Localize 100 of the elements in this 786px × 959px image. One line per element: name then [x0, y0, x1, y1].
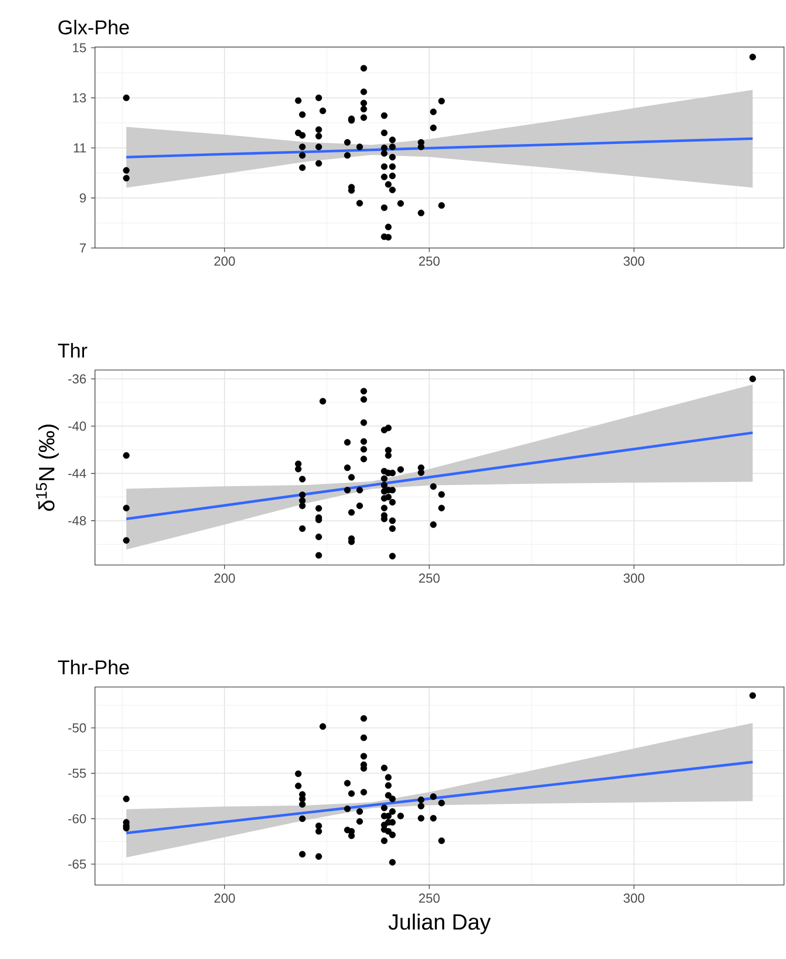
- point: [438, 98, 445, 104]
- point: [356, 502, 363, 510]
- point: [385, 224, 392, 230]
- point: [123, 504, 130, 512]
- point: [438, 202, 445, 209]
- point: [438, 491, 445, 498]
- y-tick-label: -48: [68, 516, 86, 526]
- point: [389, 819, 396, 826]
- point: [380, 837, 388, 844]
- point: [389, 154, 396, 160]
- point: [299, 850, 306, 858]
- point: [299, 164, 306, 171]
- point: [315, 534, 322, 540]
- point: [380, 764, 388, 772]
- point: [294, 770, 302, 778]
- y-tick-label: 7: [80, 244, 86, 252]
- point: [430, 521, 437, 528]
- point: [389, 186, 396, 194]
- point: [356, 486, 363, 494]
- point: [360, 419, 368, 426]
- point: [299, 111, 306, 118]
- point: [299, 132, 306, 139]
- point: [123, 796, 130, 802]
- point: [385, 424, 392, 432]
- point: [360, 100, 368, 106]
- x-tick-label: 200: [214, 256, 235, 266]
- point: [385, 812, 392, 820]
- y-tick-label: -60: [68, 814, 86, 824]
- point: [356, 818, 363, 825]
- point: [389, 552, 396, 560]
- point: [299, 476, 306, 482]
- y-tick-label: 13: [72, 93, 86, 102]
- point: [356, 200, 363, 206]
- x-tick-label: 300: [624, 574, 644, 583]
- point: [315, 853, 322, 860]
- point: [348, 790, 355, 797]
- point: [418, 796, 424, 804]
- point: [430, 124, 437, 132]
- point: [315, 126, 322, 133]
- point: [356, 808, 363, 815]
- point: [344, 806, 351, 812]
- point: [385, 782, 392, 789]
- x-tick-label: 250: [419, 894, 440, 903]
- point: [397, 812, 404, 820]
- point: [438, 800, 445, 806]
- point: [418, 802, 424, 810]
- point: [360, 752, 368, 760]
- x-tick-label: 250: [419, 574, 440, 583]
- point: [315, 144, 322, 150]
- point: [389, 859, 396, 866]
- point: [380, 150, 388, 157]
- point: [360, 88, 368, 96]
- point: [380, 475, 388, 482]
- point: [348, 474, 355, 481]
- point: [389, 796, 396, 802]
- x-tick-label: 200: [214, 894, 235, 903]
- point: [320, 723, 326, 730]
- point: [360, 114, 368, 121]
- point: [430, 793, 437, 800]
- y-tick-label: -44: [68, 468, 86, 478]
- point: [356, 144, 363, 150]
- point: [294, 97, 302, 104]
- point: [123, 174, 130, 182]
- point: [430, 814, 437, 822]
- point: [418, 210, 424, 216]
- point: [385, 234, 392, 241]
- point: [344, 439, 351, 446]
- line-series: [125, 431, 754, 520]
- point: [360, 788, 368, 796]
- point: [315, 132, 322, 140]
- point: [360, 456, 368, 462]
- point: [389, 832, 396, 838]
- point: [294, 466, 302, 472]
- y-tick-label: -40: [68, 422, 86, 431]
- y-tick-label: -50: [68, 723, 86, 732]
- point: [360, 765, 368, 772]
- point: [299, 796, 306, 802]
- point: [749, 376, 756, 382]
- point: [380, 174, 388, 180]
- point: [430, 108, 437, 116]
- point: [389, 470, 396, 476]
- point: [348, 509, 355, 516]
- point: [438, 504, 445, 512]
- point: [315, 828, 322, 835]
- point: [389, 136, 396, 144]
- line-series: [125, 137, 754, 158]
- point: [389, 808, 396, 815]
- point: [418, 469, 424, 476]
- point: [360, 64, 368, 72]
- point: [385, 181, 392, 188]
- point: [315, 94, 322, 102]
- point: [360, 446, 368, 453]
- chart-title: Thr: [58, 342, 88, 358]
- point: [360, 438, 368, 445]
- point: [380, 163, 388, 170]
- point: [344, 464, 351, 472]
- point: [380, 482, 388, 489]
- point: [380, 112, 388, 119]
- point: [380, 504, 388, 512]
- point: [385, 792, 392, 799]
